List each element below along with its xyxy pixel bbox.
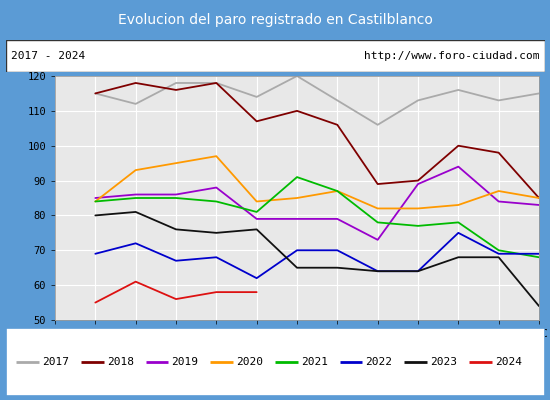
Text: http://www.foro-ciudad.com: http://www.foro-ciudad.com [364, 51, 539, 61]
Text: Evolucion del paro registrado en Castilblanco: Evolucion del paro registrado en Castilb… [118, 13, 432, 27]
Text: 2022: 2022 [366, 357, 393, 367]
Text: 2023: 2023 [430, 357, 457, 367]
Text: 2017: 2017 [42, 357, 69, 367]
FancyBboxPatch shape [6, 40, 544, 72]
Text: 2021: 2021 [301, 357, 328, 367]
Text: 2017 - 2024: 2017 - 2024 [11, 51, 85, 61]
Text: 2024: 2024 [495, 357, 522, 367]
Text: 2018: 2018 [107, 357, 134, 367]
Text: 2020: 2020 [236, 357, 263, 367]
Text: 2019: 2019 [172, 357, 199, 367]
FancyBboxPatch shape [6, 328, 544, 396]
